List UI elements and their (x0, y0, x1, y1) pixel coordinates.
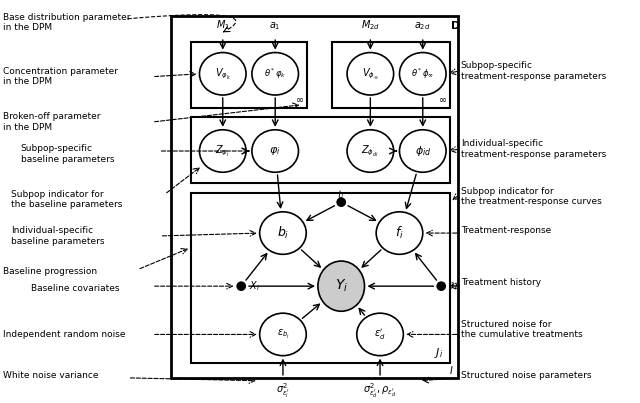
Ellipse shape (318, 261, 365, 311)
Text: Subpop-specific
baseline parameters: Subpop-specific baseline parameters (21, 144, 115, 164)
Ellipse shape (236, 281, 246, 291)
Text: Subpop indicator for
the baseline parameters: Subpop indicator for the baseline parame… (11, 190, 122, 209)
Ellipse shape (337, 197, 346, 207)
Text: Base distribution parameter
in the DPM: Base distribution parameter in the DPM (3, 13, 131, 32)
Text: Baseline progression: Baseline progression (3, 267, 97, 276)
Text: $a_1$: $a_1$ (269, 21, 281, 32)
Bar (191, 193, 450, 364)
Ellipse shape (260, 212, 307, 254)
Ellipse shape (200, 130, 246, 172)
Text: $X_i$: $X_i$ (249, 279, 260, 293)
Text: Baseline covariates: Baseline covariates (31, 284, 119, 293)
Text: Individual-specific
baseline parameters: Individual-specific baseline parameters (11, 226, 104, 246)
Text: $\sigma^2_{\varepsilon^\prime_i}$: $\sigma^2_{\varepsilon^\prime_i}$ (276, 381, 290, 400)
Ellipse shape (347, 52, 394, 95)
Text: Broken-off parameter
in the DPM: Broken-off parameter in the DPM (3, 112, 101, 132)
Text: Structured noise parameters: Structured noise parameters (461, 371, 591, 380)
Text: $J_i$: $J_i$ (434, 347, 443, 361)
Ellipse shape (252, 52, 298, 95)
Ellipse shape (252, 130, 298, 172)
Text: Structured noise for
the cumulative treatments: Structured noise for the cumulative trea… (461, 320, 582, 339)
Text: Independent random noise: Independent random noise (3, 330, 126, 339)
Text: $Y_i$: $Y_i$ (335, 278, 348, 294)
Ellipse shape (399, 130, 446, 172)
Text: White noise variance: White noise variance (3, 371, 99, 380)
Text: $a_{2d}$: $a_{2d}$ (415, 21, 431, 32)
Text: $\varphi_i$: $\varphi_i$ (269, 145, 281, 157)
Text: $f_i$: $f_i$ (395, 225, 404, 241)
Text: $V_{\phi_\infty}$: $V_{\phi_\infty}$ (362, 66, 379, 81)
Text: Individual-specific
treatment-response parameters: Individual-specific treatment-response p… (461, 139, 606, 159)
Text: $Z_{\varphi_i}$: $Z_{\varphi_i}$ (216, 143, 230, 158)
Ellipse shape (356, 313, 403, 356)
Bar (172, 16, 458, 378)
Text: $V_{\varphi_k}$: $V_{\varphi_k}$ (215, 66, 231, 81)
Bar (332, 42, 450, 108)
Ellipse shape (260, 313, 307, 356)
Text: $\phi_{id}$: $\phi_{id}$ (415, 144, 431, 158)
Ellipse shape (436, 281, 446, 291)
Text: $\sigma^2_{\varepsilon^\prime_d}, \rho_{\varepsilon^\prime_d}$: $\sigma^2_{\varepsilon^\prime_d}, \rho_{… (364, 381, 397, 400)
Text: Subpop indicator for
the treatment-response curves: Subpop indicator for the treatment-respo… (461, 187, 602, 206)
Text: $M_1$: $M_1$ (216, 19, 230, 32)
Ellipse shape (200, 52, 246, 95)
Text: Treatment history: Treatment history (461, 278, 541, 287)
Text: D: D (451, 21, 460, 31)
Ellipse shape (376, 212, 423, 254)
Text: $M_{2d}$: $M_{2d}$ (361, 19, 380, 32)
Text: I: I (450, 366, 453, 376)
Text: Treatment-response: Treatment-response (461, 226, 551, 235)
Text: $\theta^*\varphi_k$: $\theta^*\varphi_k$ (264, 66, 286, 81)
Text: $\varepsilon_d^\prime$: $\varepsilon_d^\prime$ (374, 327, 386, 342)
Text: Concentration parameter
in the DPM: Concentration parameter in the DPM (3, 67, 118, 86)
Text: Subpop-specific
treatment-response parameters: Subpop-specific treatment-response param… (461, 61, 606, 81)
Ellipse shape (399, 52, 446, 95)
Bar (191, 42, 307, 108)
Text: ∞: ∞ (439, 95, 447, 105)
Text: $\theta^*\phi_\infty$: $\theta^*\phi_\infty$ (412, 66, 435, 81)
Text: $\varepsilon_{b_i}$: $\varepsilon_{b_i}$ (276, 328, 289, 341)
Ellipse shape (347, 130, 394, 172)
Text: $b_i$: $b_i$ (276, 225, 289, 241)
Bar (191, 117, 450, 183)
Text: $Z_{\phi_{di}}$: $Z_{\phi_{di}}$ (362, 143, 380, 158)
Text: $t_i$: $t_i$ (337, 189, 345, 202)
Text: ∞: ∞ (296, 95, 305, 105)
Text: $\mathcal{H}_i$: $\mathcal{H}_i$ (449, 280, 461, 293)
